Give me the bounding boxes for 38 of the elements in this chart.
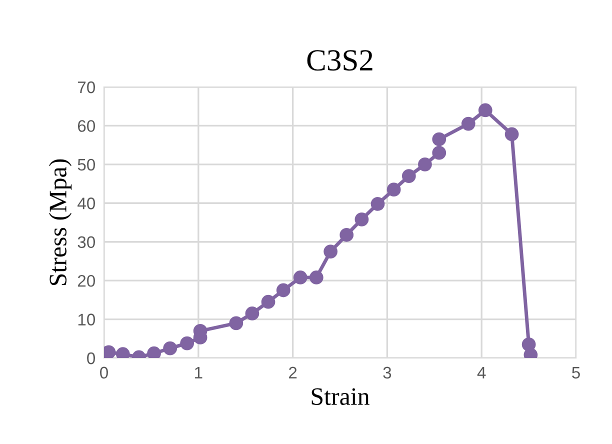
point [340, 228, 354, 242]
point [229, 316, 244, 330]
point [432, 132, 446, 146]
point [324, 244, 338, 258]
y-tick-label: 40 [78, 198, 96, 210]
point [180, 336, 194, 350]
point [432, 146, 446, 160]
x-tick-label: 4 [477, 366, 486, 378]
point [370, 196, 385, 211]
point [309, 270, 324, 284]
chart-title: C3S2 [307, 50, 372, 71]
y-tick-label: 0 [87, 352, 96, 364]
point [245, 306, 260, 320]
y-tick-label: 30 [78, 236, 96, 248]
point [461, 116, 476, 131]
x-tick-label: 1 [195, 366, 202, 378]
y-tick-label: 50 [78, 158, 96, 171]
x-axis-title: Strain [312, 388, 370, 406]
point [293, 270, 308, 284]
point [386, 182, 401, 197]
x-tick-label: 5 [572, 366, 580, 379]
point [478, 103, 492, 118]
y-tick-label: 60 [78, 120, 96, 132]
x-tick-label: 3 [383, 366, 392, 379]
point [418, 157, 432, 172]
point [276, 283, 290, 298]
point [504, 127, 519, 142]
point [147, 346, 161, 358]
point [354, 212, 369, 226]
y-tick-label: 70 [78, 81, 96, 94]
y-axis-title: Stress (Mpa) [48, 159, 72, 286]
y-tick-label: 10 [78, 314, 96, 326]
x-tick-label: 0 [100, 366, 108, 379]
y-tick-label: 20 [78, 274, 96, 287]
point [402, 169, 416, 183]
point [261, 294, 276, 309]
point [163, 341, 178, 356]
x-tick-label: 2 [289, 366, 297, 378]
